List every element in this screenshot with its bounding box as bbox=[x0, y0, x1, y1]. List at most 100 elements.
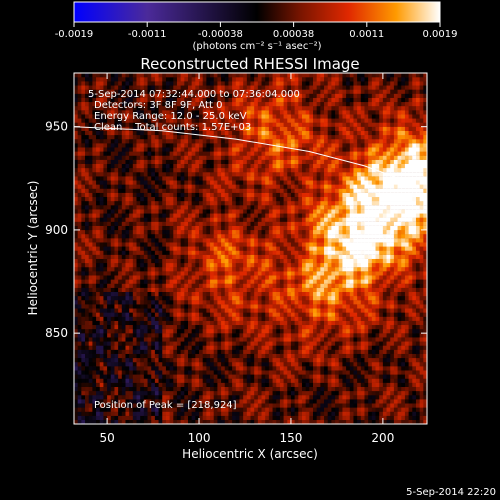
heatmap-cell bbox=[154, 362, 160, 367]
heatmap-cell bbox=[287, 234, 292, 239]
heatmap-cell bbox=[92, 382, 97, 387]
heatmap-cell bbox=[107, 254, 112, 259]
heatmap-cell bbox=[235, 316, 241, 321]
heatmap-cell bbox=[88, 155, 93, 160]
heatmap-cell bbox=[232, 403, 237, 408]
heatmap-cell bbox=[276, 407, 281, 412]
heatmap-cell bbox=[96, 147, 101, 152]
heatmap-cell bbox=[114, 159, 119, 164]
heatmap-cell bbox=[257, 407, 263, 412]
heatmap-cell bbox=[88, 403, 93, 408]
heatmap-cell bbox=[257, 114, 263, 119]
heatmap-cell bbox=[151, 403, 156, 408]
heatmap-cell bbox=[217, 324, 222, 330]
heatmap-cell bbox=[276, 110, 281, 115]
heatmap-cell bbox=[239, 172, 244, 177]
heatmap-cell bbox=[162, 349, 167, 354]
heatmap-cell bbox=[191, 159, 196, 164]
heatmap-cell bbox=[265, 176, 270, 181]
heatmap-cell bbox=[88, 250, 93, 255]
heatmap-cell bbox=[268, 118, 274, 123]
heatmap-cell bbox=[224, 176, 230, 181]
heatmap-cell bbox=[85, 407, 90, 412]
heatmap-cell bbox=[257, 188, 263, 193]
heatmap-cell bbox=[202, 295, 207, 301]
heatmap-cell bbox=[246, 118, 252, 123]
heatmap-cell bbox=[136, 73, 141, 78]
heatmap-cell bbox=[276, 333, 281, 338]
heatmap-cell bbox=[246, 97, 252, 103]
heatmap-cell bbox=[77, 205, 82, 210]
heatmap-cell bbox=[147, 345, 152, 350]
heatmap-cell bbox=[158, 130, 163, 136]
heatmap-cell bbox=[158, 159, 163, 164]
heatmap-cell bbox=[210, 101, 215, 107]
heatmap-cell bbox=[228, 246, 233, 251]
heatmap-cell bbox=[217, 196, 222, 202]
heatmap-cell bbox=[176, 279, 182, 284]
heatmap-cell bbox=[114, 73, 119, 78]
heatmap-cell bbox=[147, 295, 152, 301]
heatmap-cell bbox=[265, 126, 270, 131]
heatmap-cell bbox=[118, 349, 123, 354]
heatmap-cell bbox=[88, 159, 93, 164]
heatmap-cell bbox=[125, 172, 130, 177]
heatmap-cell bbox=[118, 399, 123, 404]
heatmap-cell bbox=[187, 308, 193, 313]
heatmap-cell bbox=[85, 77, 90, 82]
heatmap-cell bbox=[217, 362, 222, 367]
heatmap-cell bbox=[129, 357, 134, 363]
heatmap-cell bbox=[143, 395, 149, 400]
heatmap-cell bbox=[99, 382, 105, 387]
heatmap-cell bbox=[257, 180, 263, 185]
heatmap-cell bbox=[81, 73, 86, 78]
heatmap-cell bbox=[279, 209, 285, 214]
heatmap-cell bbox=[250, 97, 255, 103]
heatmap-cell bbox=[232, 201, 237, 206]
heatmap-cell bbox=[221, 304, 226, 309]
heatmap-cell bbox=[250, 345, 255, 350]
heatmap-cell bbox=[92, 329, 97, 334]
heatmap-cell bbox=[162, 242, 167, 247]
heatmap-cell bbox=[202, 118, 207, 123]
heatmap-cell bbox=[279, 333, 285, 338]
heatmap-cell bbox=[118, 308, 123, 313]
heatmap-cell bbox=[191, 77, 196, 82]
heatmap-cell bbox=[173, 403, 178, 408]
heatmap-cell bbox=[165, 357, 171, 363]
heatmap-cell bbox=[232, 209, 237, 214]
heatmap-cell bbox=[81, 271, 86, 276]
heatmap-cell bbox=[92, 184, 97, 189]
heatmap-cell bbox=[85, 163, 90, 169]
heatmap-cell bbox=[221, 134, 226, 140]
heatmap-cell bbox=[206, 143, 211, 148]
heatmap-cell bbox=[96, 81, 101, 86]
heatmap-cell bbox=[287, 366, 292, 371]
heatmap-cell bbox=[136, 329, 141, 334]
heatmap-cell bbox=[239, 143, 244, 148]
heatmap-cell bbox=[213, 374, 219, 379]
heatmap-cell bbox=[283, 357, 288, 363]
heatmap-cell bbox=[140, 411, 145, 416]
heatmap-cell bbox=[110, 89, 116, 94]
heatmap-cell bbox=[210, 134, 215, 140]
heatmap-cell bbox=[276, 242, 281, 247]
heatmap-cell bbox=[96, 250, 101, 255]
heatmap-cell bbox=[103, 304, 108, 309]
heatmap-cell bbox=[107, 407, 112, 412]
heatmap-cell bbox=[235, 271, 241, 276]
heatmap-cell bbox=[228, 184, 233, 189]
heatmap-cell bbox=[224, 234, 230, 239]
heatmap-cell bbox=[147, 225, 152, 231]
heatmap-cell bbox=[132, 213, 138, 218]
heatmap-cell bbox=[165, 196, 171, 202]
heatmap-cell bbox=[180, 221, 185, 226]
heatmap-cell bbox=[246, 122, 252, 127]
heatmap-cell bbox=[173, 246, 178, 251]
heatmap-cell bbox=[129, 403, 134, 408]
heatmap-cell bbox=[77, 172, 82, 177]
heatmap-cell bbox=[176, 254, 182, 259]
heatmap-cell bbox=[246, 159, 252, 164]
heatmap-cell bbox=[162, 407, 167, 412]
heatmap-cell bbox=[132, 143, 138, 148]
